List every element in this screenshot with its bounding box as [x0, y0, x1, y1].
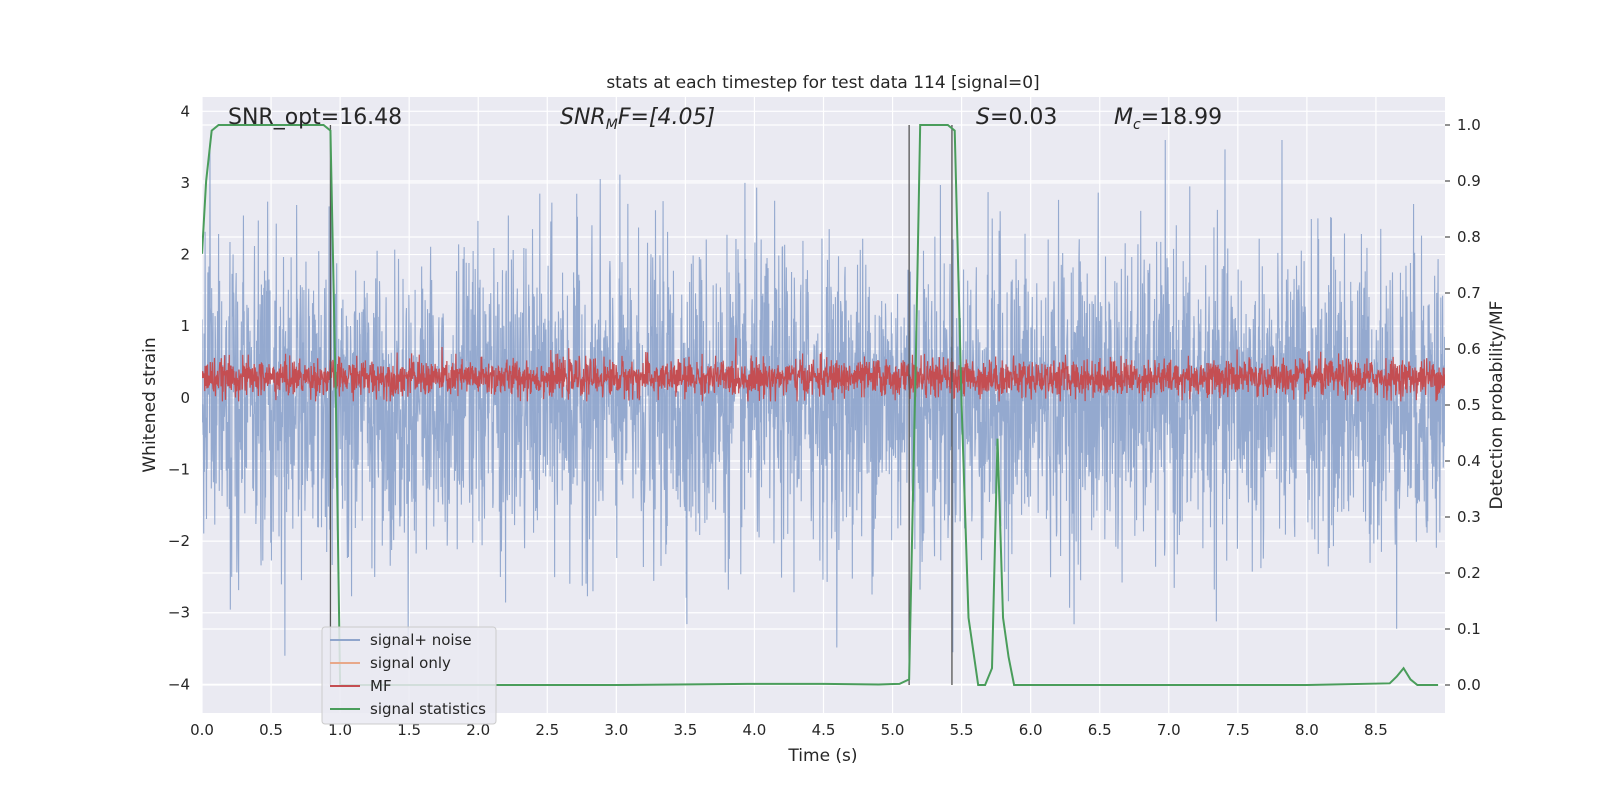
annotation-mc-main: M — [1114, 105, 1133, 130]
y-tick-label: −3 — [168, 604, 190, 622]
legend-label-signal-only: signal only — [370, 654, 451, 672]
series-signal-noise — [202, 139, 1445, 656]
y-tick-label: −4 — [168, 675, 190, 693]
x-tick-label: 5.0 — [881, 721, 905, 739]
x-tick-label: 2.5 — [535, 721, 559, 739]
x-tick-label: 6.0 — [1019, 721, 1043, 739]
legend: signal+ noise signal only MF signal stat… — [321, 626, 497, 725]
y-tick-label: 2 — [180, 246, 190, 264]
x-tick-label: 1.5 — [397, 721, 421, 739]
y2-tick-label: 0.0 — [1457, 676, 1481, 694]
x-tick-label: 0.0 — [190, 721, 214, 739]
y2-tick-label: 0.8 — [1457, 228, 1481, 246]
series-signal-statistics — [202, 124, 1439, 686]
y-tick-label: 4 — [180, 102, 190, 120]
x-tick-label: 7.5 — [1226, 721, 1250, 739]
x-tick-label: 2.0 — [466, 721, 490, 739]
y2-tick-label: 0.2 — [1457, 564, 1481, 582]
annotation-snr-mf: SNRMF=[4.05] — [560, 105, 715, 133]
x-tick-label: 4.5 — [812, 721, 836, 739]
annotation-s-rest: =0.03 — [990, 105, 1057, 130]
annotation-snr-mf-rest-f: F=[4.05] — [618, 105, 715, 130]
y-tick-label: 3 — [180, 174, 190, 192]
x-tick-label: 6.5 — [1088, 721, 1112, 739]
annotation-snr-mf-main: SNR — [560, 105, 606, 130]
annotation-snr-mf-sub: M — [606, 117, 618, 133]
legend-label-mf: MF — [370, 677, 392, 695]
series-mf — [202, 337, 1445, 402]
annotation-mc: Mc=18.99 — [1114, 105, 1222, 133]
y-tick-label: 1 — [180, 317, 190, 335]
annotation-s-main: S — [976, 105, 990, 130]
x-tick-label: 4.0 — [743, 721, 767, 739]
x-tick-label: 1.0 — [328, 721, 352, 739]
y2-tick-label: 0.5 — [1457, 396, 1481, 414]
annotation-mc-sub: c — [1133, 117, 1141, 133]
y-tick-label: 0 — [180, 389, 190, 407]
legend-label-signal-statistics: signal statistics — [370, 700, 486, 718]
y2-tick-label: 0.9 — [1457, 172, 1481, 190]
x-axis-label: Time (s) — [787, 746, 857, 766]
annotation-snr-opt: SNR_opt=16.48 — [228, 105, 402, 130]
y-tick-label: −1 — [168, 460, 190, 478]
legend-label-signal-noise: signal+ noise — [370, 631, 472, 649]
x-tick-label: 8.5 — [1364, 721, 1388, 739]
y2-tick-label: 0.7 — [1457, 284, 1481, 302]
y-tick-label: −2 — [168, 532, 190, 550]
x-tick-label: 7.0 — [1157, 721, 1181, 739]
legend-box — [321, 626, 497, 725]
y2-tick-label: 0.4 — [1457, 452, 1481, 470]
series-layer — [202, 124, 1445, 686]
y2-tick-label: 0.6 — [1457, 340, 1481, 358]
y-axis-label: Whitened strain — [140, 337, 160, 472]
y2-tick-label: 0.1 — [1457, 620, 1481, 638]
x-tick-label: 8.0 — [1295, 721, 1319, 739]
annotation-s: S=0.03 — [976, 105, 1057, 130]
y2-tick-label: 1.0 — [1457, 116, 1481, 134]
y2-axis-label: Detection probability/MF — [1487, 301, 1507, 510]
x-tick-label: 5.5 — [950, 721, 974, 739]
y2-tick-label: 0.3 — [1457, 508, 1481, 526]
chart-title: stats at each timestep for test data 114… — [606, 73, 1039, 93]
x-tick-label: 3.5 — [673, 721, 697, 739]
annotation-mc-rest: =18.99 — [1141, 105, 1222, 130]
x-tick-label: 3.0 — [604, 721, 628, 739]
x-tick-label: 0.5 — [259, 721, 283, 739]
ticks: 0.0 0.5 1.0 1.5 2.0 2.5 3.0 3.5 4.0 4.5 5.0 5.5 6.0 6… — [168, 102, 1481, 739]
